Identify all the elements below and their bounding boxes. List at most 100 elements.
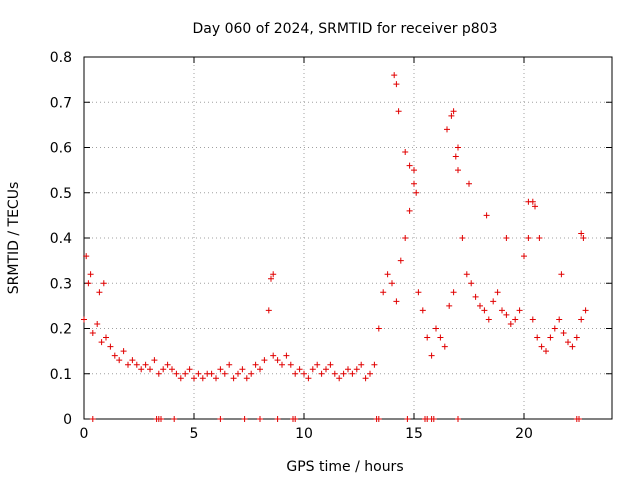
data-point [292,416,299,422]
data-point [349,370,356,377]
data-point [274,416,281,422]
y-tick-label: 0.7 [50,95,72,111]
data-point [485,316,492,323]
data-point [367,370,373,377]
data-point [402,149,409,156]
data-point [345,366,351,373]
data-point [573,334,580,341]
data-point [499,307,505,314]
y-tick-label: 0.2 [50,322,72,338]
data-point [309,366,316,373]
data-point [433,325,439,332]
data-point [490,298,497,305]
data-point [287,361,294,368]
data-point [536,235,543,241]
data-point [406,207,413,214]
data-point [459,235,466,241]
x-tick-label: 5 [190,426,199,442]
data-point [81,316,87,323]
data-point [415,289,422,296]
data-point [384,271,391,278]
data-point [87,271,94,278]
data-point [94,320,101,327]
data-point [241,416,248,422]
y-tick-label: 0 [63,412,72,428]
data-point [582,307,589,314]
data-point [446,302,453,309]
data-point [393,81,400,88]
data-point [129,357,136,364]
data-point [477,302,483,309]
data-point [578,316,585,323]
data-point [213,375,219,382]
data-point [85,280,92,287]
data-point [261,357,268,364]
data-point [406,162,413,169]
x-tick-label: 20 [515,426,533,442]
data-point [444,126,450,133]
data-point [270,271,277,278]
data-point [191,375,197,382]
data-point [532,203,538,210]
data-point [576,416,582,422]
data-point [507,320,514,327]
data-point [402,235,409,241]
data-point [556,316,563,323]
data-point [239,366,246,373]
data-point [268,275,274,282]
data-points [81,72,589,422]
data-point [83,253,90,260]
data-point [265,307,272,314]
data-point [389,280,395,287]
data-point [441,343,448,350]
data-point [358,361,365,368]
data-point [318,370,325,377]
series-peaks [83,72,587,296]
data-point [89,416,96,422]
data-point [450,108,457,115]
data-point [512,316,519,323]
data-point [158,416,164,422]
data-point [455,416,461,422]
data-point [393,298,400,305]
data-point [404,416,411,422]
series-srmtid [81,144,589,382]
data-point [199,375,206,382]
data-point [257,416,263,422]
data-point [529,198,536,205]
data-point [125,361,131,368]
x-axis-label: GPS time / hours [286,459,403,475]
data-point [424,334,431,341]
data-point [463,271,470,278]
data-point [151,357,158,364]
y-tick-label: 0.6 [50,141,72,157]
data-point [375,325,382,332]
y-axis-label: SRMTID / TECUs [6,182,22,295]
y-tick-label: 0.5 [50,186,72,202]
data-point [578,230,585,237]
data-point [107,343,114,350]
data-point [543,348,549,355]
data-point [89,330,96,337]
data-point [516,307,523,314]
data-point [419,307,426,314]
data-point [133,361,140,368]
data-point [547,334,554,341]
data-point [327,361,334,368]
data-point [226,361,233,368]
data-point [147,366,153,373]
y-tick-labels: 0 0.1 0.2 0.3 0.4 0.5 0.6 0.7 0.8 [50,50,72,428]
data-point [305,375,312,382]
data-point [494,289,501,296]
data-point [323,366,329,373]
data-point [481,307,488,314]
data-point [428,352,435,359]
y-tick-label: 0.8 [50,50,72,66]
x-tick-label: 0 [80,426,89,442]
data-point [534,334,541,341]
data-point [221,370,228,377]
x-tick-labels: 0 5 10 15 20 [80,426,533,442]
data-point [274,357,281,364]
y-tick-label: 0.4 [50,231,72,247]
data-point [283,352,290,359]
